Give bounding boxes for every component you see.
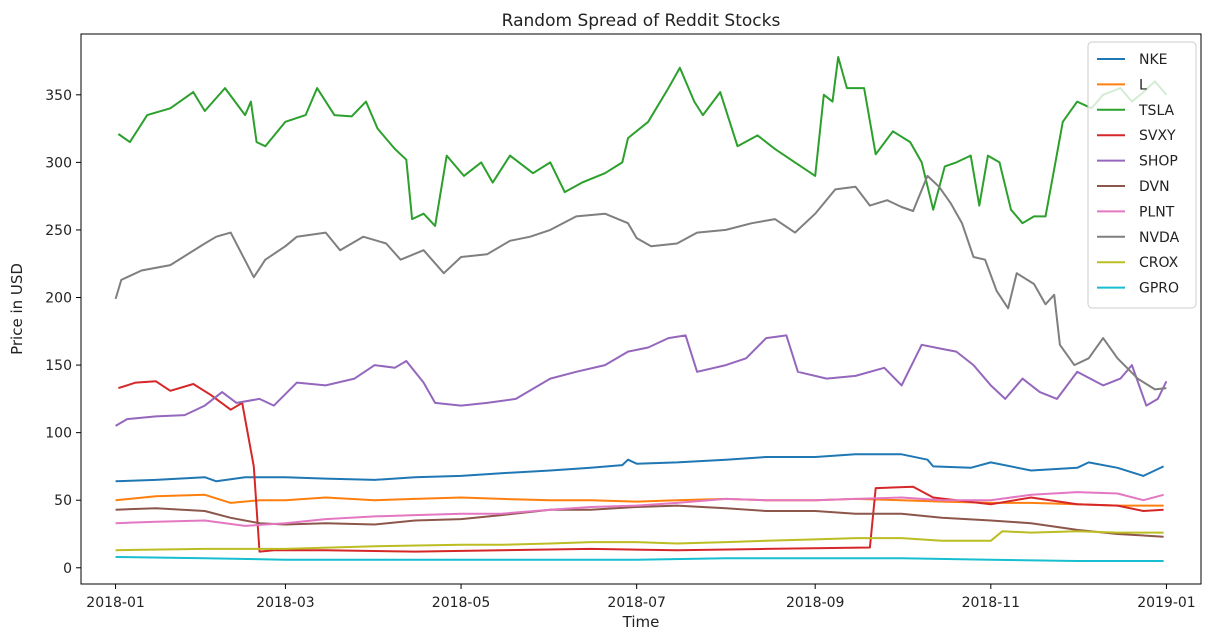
x-axis-title: Time xyxy=(622,613,660,631)
series-line-shop xyxy=(115,334,1168,427)
series-line-crox xyxy=(115,530,1164,552)
x-tick-label: 2018-03 xyxy=(256,595,315,611)
y-tick-label: 0 xyxy=(63,561,72,577)
y-tick-label: 250 xyxy=(45,223,72,239)
y-tick-label: 50 xyxy=(54,493,72,509)
legend-label-gpro: GPRO xyxy=(1139,281,1179,297)
x-tick-label: 2019-01 xyxy=(1137,595,1196,611)
legend-label-l: L xyxy=(1139,77,1147,93)
y-tick-label: 150 xyxy=(45,358,72,374)
legend-label-dvn: DVN xyxy=(1139,179,1170,195)
legend-label-nvda: NVDA xyxy=(1139,230,1180,246)
x-tick-label: 2018-11 xyxy=(962,595,1021,611)
y-tick-label: 350 xyxy=(45,88,72,104)
series-line-dvn xyxy=(115,504,1164,538)
legend-label-tsla: TSLA xyxy=(1138,103,1175,119)
plot-frame xyxy=(80,33,1202,585)
legend-label-shop: SHOP xyxy=(1139,154,1178,170)
x-tick-label: 2018-07 xyxy=(607,595,666,611)
legend-label-crox: CROX xyxy=(1139,255,1179,271)
legend-label-nke: NKE xyxy=(1139,52,1168,68)
y-tick-label: 100 xyxy=(45,426,72,442)
plot-area xyxy=(114,56,1168,562)
x-tick-label: 2018-09 xyxy=(786,595,845,611)
y-axis-title: Price in USD xyxy=(8,263,26,355)
legend-box xyxy=(1087,41,1197,309)
series-line-l xyxy=(115,493,1164,507)
y-tick-label: 300 xyxy=(45,155,72,171)
y-tick-label: 200 xyxy=(45,291,72,307)
series-line-gpro xyxy=(115,556,1164,562)
series-line-svxy xyxy=(118,380,1164,553)
legend-label-svxy: SVXY xyxy=(1139,128,1176,144)
series-line-nke xyxy=(115,453,1165,483)
series-line-nvda xyxy=(114,174,1167,391)
x-tick-label: 2018-01 xyxy=(86,595,145,611)
series-line-tsla xyxy=(117,56,1168,227)
series-line-plnt xyxy=(115,491,1164,527)
y-axis: 0 50 100 150 200 250 300 350 xyxy=(45,88,81,577)
legend: NKE L TSLA SVXY SHOP DVN PLNT NVDA CROX GPRO xyxy=(1087,41,1197,309)
x-tick-label: 2018-05 xyxy=(432,595,491,611)
chart-title: Random Spread of Reddit Stocks xyxy=(502,11,781,31)
x-axis: 2018-01 2018-03 2018-05 2018-07 2018-09 2018-… xyxy=(86,584,1196,611)
legend-label-plnt: PLNT xyxy=(1139,204,1175,220)
